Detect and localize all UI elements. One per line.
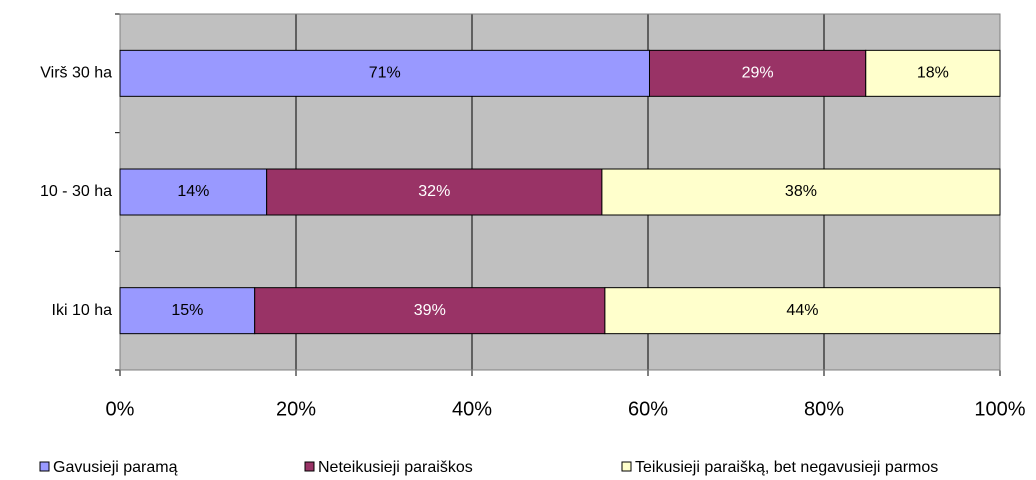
legend-label: Neteikusieji paraiškos	[318, 459, 473, 476]
y-tick-label: Virš 30 ha	[40, 65, 112, 82]
bar-segment	[119, 49, 650, 97]
bar-segment	[865, 49, 1001, 97]
x-tick-label: 20%	[276, 398, 316, 420]
bar-segment	[119, 287, 256, 335]
data-label: 71%	[369, 65, 401, 82]
legend-label: Gavusieji paramą	[53, 459, 178, 476]
x-tick-label: 100%	[974, 398, 1025, 420]
x-tick-label: 60%	[628, 398, 668, 420]
data-label: 39%	[414, 302, 446, 319]
legend-swatch	[304, 461, 315, 472]
data-label: 38%	[785, 183, 817, 200]
legend-label: Teikusieji paraišką, bet negavusieji par…	[635, 459, 938, 476]
y-tick-label: Iki 10 ha	[52, 302, 113, 319]
y-tick-label: 10 - 30 ha	[40, 183, 112, 200]
bar-segment	[604, 287, 1001, 335]
data-label: 44%	[786, 302, 818, 319]
data-label: 18%	[917, 65, 949, 82]
x-tick-label: 80%	[804, 398, 844, 420]
data-label: 29%	[742, 65, 774, 82]
data-label: 32%	[418, 183, 450, 200]
bar-segment	[266, 168, 603, 216]
legend-swatch	[621, 461, 632, 472]
legend-swatch	[39, 461, 50, 472]
bar-segment	[648, 49, 867, 97]
x-tick-label: 40%	[452, 398, 492, 420]
data-label: 15%	[171, 302, 203, 319]
data-label: 14%	[177, 183, 209, 200]
x-tick-label: 0%	[106, 398, 135, 420]
bar-segment	[601, 168, 1001, 216]
